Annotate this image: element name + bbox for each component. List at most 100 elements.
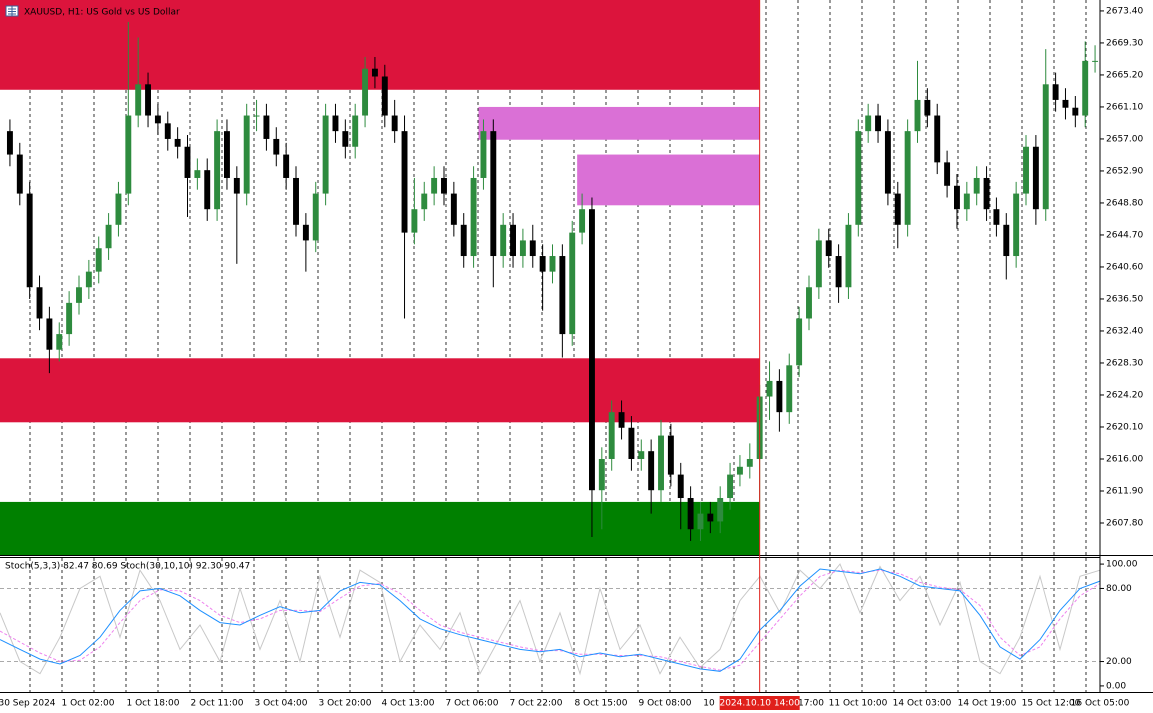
candle-body <box>480 131 487 178</box>
y-tick-label: 2644.70 <box>1106 230 1143 240</box>
y-tick-label: 100.00 <box>1106 560 1138 570</box>
candle-body <box>569 232 576 335</box>
candle-body <box>46 318 53 350</box>
candle-body <box>352 115 359 147</box>
candle-body <box>894 193 901 225</box>
x-tick-label: 14 Oct 03:00 <box>893 699 952 709</box>
candle-body <box>825 240 832 257</box>
candle-body <box>184 146 191 178</box>
candle-body <box>727 474 734 499</box>
candle-body <box>875 115 881 132</box>
candle-body <box>1032 146 1039 210</box>
indicator-line <box>0 568 1101 672</box>
x-tick-label: 7 Oct 22:00 <box>510 699 563 709</box>
candle-body <box>66 302 73 335</box>
candle-body <box>125 115 132 194</box>
y-tick-label: 2669.30 <box>1106 38 1143 48</box>
candle-body <box>608 412 615 459</box>
candle-body <box>845 224 852 288</box>
candle-body <box>667 435 674 475</box>
x-tick-label: 1 Oct 02:00 <box>62 699 115 709</box>
candle-body <box>411 209 418 233</box>
candle-body <box>598 458 605 491</box>
candle-body <box>371 68 378 77</box>
y-tick-label: 2628.30 <box>1106 358 1143 368</box>
candle-body <box>233 177 240 194</box>
candle-body <box>904 131 911 225</box>
candle-body <box>628 427 635 459</box>
candle-body <box>450 193 457 225</box>
x-tick-label: 11 Oct 10:00 <box>829 699 888 709</box>
candle-body <box>865 115 872 132</box>
candle-body <box>441 177 447 194</box>
candle-body <box>312 193 319 241</box>
candle-body <box>1023 146 1029 194</box>
y-tick-label: 2661.10 <box>1106 102 1143 112</box>
candle-body <box>963 193 970 210</box>
candle-body <box>934 115 941 163</box>
candle-body <box>135 84 142 116</box>
candle-body <box>736 466 743 475</box>
candle-body <box>214 131 221 210</box>
candle-body <box>618 412 625 428</box>
x-tick-label: 1 Oct 18:00 <box>127 699 180 709</box>
candle-body <box>322 115 329 194</box>
zone <box>0 0 760 90</box>
candle-body <box>16 154 23 194</box>
y-tick-label: 2665.20 <box>1106 70 1143 80</box>
y-tick-label: 80.00 <box>1106 584 1132 594</box>
candle-body <box>1052 84 1059 100</box>
y-tick-label: 2648.80 <box>1106 198 1143 208</box>
candle-body <box>559 256 566 335</box>
indicator-label: Stoch(5,3,3) 82.47 80.69 Stoch(30,10,10)… <box>5 562 250 572</box>
candle-body <box>766 380 773 397</box>
candle-body <box>529 240 536 257</box>
candle-body <box>510 224 516 257</box>
candle-body <box>884 131 891 194</box>
candle-body <box>638 451 645 459</box>
y-tick-label: 2673.40 <box>1106 6 1143 16</box>
candle-body <box>302 224 309 241</box>
x-tick-label: 3 Oct 20:00 <box>319 699 372 709</box>
x-tick-label: 3 Oct 04:00 <box>255 699 308 709</box>
candle-body <box>707 513 714 522</box>
candle-body <box>806 287 812 319</box>
chart-title: XAUUSD, H1: US Gold vs US Dollar <box>24 8 180 18</box>
candle-body <box>776 380 783 413</box>
x-tick-label: 7 Oct 06:00 <box>446 699 499 709</box>
chart-icon <box>8 6 16 16</box>
candle-body <box>717 498 724 522</box>
candle-body <box>85 271 92 288</box>
candle-body <box>56 334 63 350</box>
indicator-panel <box>0 563 1101 676</box>
candle-body <box>154 115 161 124</box>
candle-body <box>36 287 43 319</box>
y-tick-label: 2632.40 <box>1106 326 1143 336</box>
candle-body <box>1062 99 1069 108</box>
candle-body <box>460 224 467 257</box>
x-tick-label: 2 Oct 11:00 <box>191 699 244 709</box>
candle-body <box>914 99 921 132</box>
indicator-line <box>0 563 1101 676</box>
candle-body <box>421 193 428 210</box>
candle-body <box>786 365 793 413</box>
candle-body <box>796 318 803 366</box>
candle-body <box>26 193 33 288</box>
zone <box>478 106 760 140</box>
candle-body <box>431 177 438 194</box>
x-tick-label: 17:00 <box>798 699 824 709</box>
candle-body <box>500 224 507 257</box>
candle-body <box>1092 60 1099 62</box>
x-tick-label: 14 Oct 19:00 <box>958 699 1017 709</box>
zone <box>577 154 760 206</box>
x-tick-label: 30 Sep 2024 <box>0 699 56 709</box>
candle-body <box>381 76 388 116</box>
x-tick-label: 8 Oct 15:00 <box>575 699 628 709</box>
candle-body <box>539 256 546 272</box>
zone <box>0 358 760 423</box>
y-tick-label: 2620.10 <box>1106 422 1143 432</box>
candle-body <box>243 115 250 194</box>
x-tick-label: 10 <box>703 699 715 709</box>
